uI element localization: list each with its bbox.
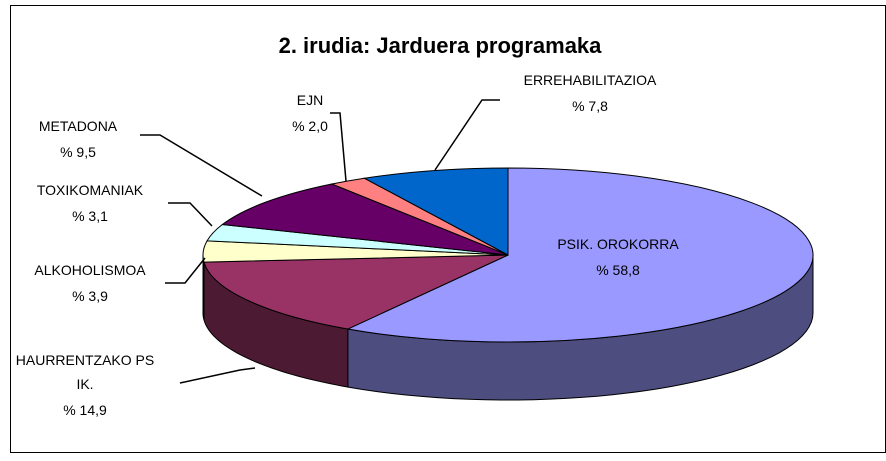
leader-line: [140, 134, 263, 197]
slice-label: TOXIKOMANIAK: [36, 182, 144, 198]
slice-label: PSIK. OROKORRA: [557, 236, 679, 252]
slice-value-label: % 58,8: [596, 262, 640, 278]
slice-label: METADONA: [38, 118, 118, 134]
slice: [221, 183, 509, 256]
slice: [362, 167, 509, 256]
chart-title: 2. irudia: Jarduera programaka: [278, 33, 602, 58]
slice-side: [202, 254, 205, 321]
slice-value-label: % 3,9: [72, 288, 108, 304]
slice-label: ALKOHOLISMOA: [34, 262, 146, 278]
slice: [203, 254, 509, 330]
slice-label: ERREHABILITAZIOA: [523, 72, 657, 88]
slice-value-label: % 9,5: [60, 144, 96, 160]
leader-line: [165, 257, 206, 284]
slice: [346, 167, 814, 343]
leader-line: [330, 112, 347, 182]
slice-value-label: % 2,0: [292, 118, 328, 134]
slice-value-label: % 7,8: [572, 98, 608, 114]
slice-label: EJN: [296, 92, 324, 108]
leader-line: [168, 202, 213, 227]
slice-label: HAURRENTZAKO PSIK.: [15, 352, 155, 392]
leader-line: [179, 367, 256, 384]
leader-line: [434, 99, 500, 171]
slice-value-label: % 14,9: [63, 402, 107, 418]
slice-value-label: % 3,1: [72, 208, 108, 224]
